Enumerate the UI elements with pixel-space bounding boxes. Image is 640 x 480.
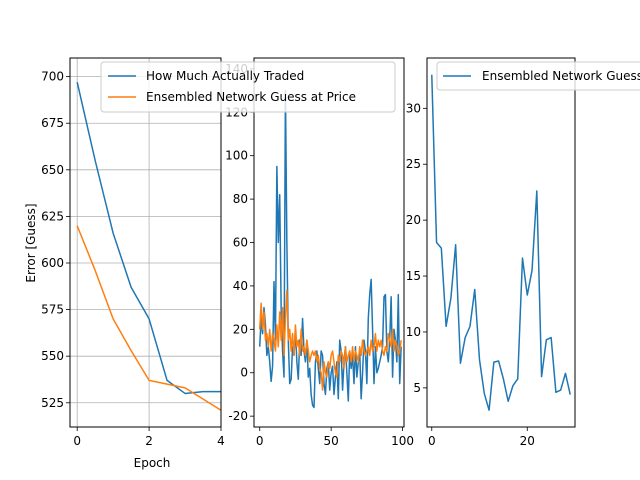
panel-3-ticks: 0 20 5 10 15 20 25 30 — [406, 101, 535, 448]
x-tick-label: 0 — [428, 434, 436, 448]
y-tick-label: 15 — [406, 269, 421, 283]
panel-1-legend-label-1: How Much Actually Traded — [146, 69, 304, 83]
y-tick-label: 625 — [41, 209, 64, 223]
x-tick-label: 20 — [520, 434, 535, 448]
x-tick-label: 0 — [73, 434, 81, 448]
series-line-1 — [258, 89, 402, 409]
series-line-2 — [76, 225, 222, 411]
panel-1-legend-box — [100, 61, 396, 113]
y-tick-label: 60 — [233, 236, 248, 250]
panel-1-legend-label-2: Ensembled Network Guess at Price — [146, 90, 356, 104]
y-tick-label: 675 — [41, 116, 64, 130]
panel-1-y-axis-title: Error [Guess] — [24, 203, 38, 282]
y-tick-label: -20 — [228, 409, 248, 423]
y-tick-label: 650 — [41, 163, 64, 177]
y-tick-label: 10 — [406, 325, 421, 339]
y-tick-label: 30 — [406, 101, 421, 115]
series-line-1 — [76, 82, 221, 395]
y-tick-label: 20 — [233, 322, 248, 336]
panel-3-legend-label-1: Ensembled Network Guess — [482, 69, 640, 83]
y-tick-label: 40 — [233, 279, 248, 293]
series-line-2 — [258, 289, 402, 391]
x-tick-label: 100 — [391, 434, 414, 448]
y-tick-label: 700 — [41, 70, 64, 84]
panel-1-ticks: 0 2 4 525 550 575 600 625 650 675 700 — [41, 70, 225, 448]
x-tick-label: 50 — [324, 434, 339, 448]
panel-3-legend-box — [436, 61, 640, 91]
y-tick-label: 80 — [233, 192, 248, 206]
panel-2-series — [258, 89, 402, 409]
panel-3-legend: Ensembled Network Guess — [436, 61, 640, 91]
panel-1-x-axis-title: Epoch — [134, 456, 171, 470]
x-tick-label: 0 — [256, 434, 264, 448]
y-tick-label: 100 — [225, 149, 248, 163]
y-tick-label: 525 — [41, 396, 64, 410]
panel-3-series — [431, 74, 571, 411]
panel-3-frame — [426, 57, 576, 428]
x-tick-label: 4 — [217, 434, 225, 448]
panel-1-series — [76, 82, 222, 411]
x-tick-label: 2 — [145, 434, 153, 448]
y-tick-label: 575 — [41, 303, 64, 317]
y-tick-label: 20 — [406, 213, 421, 227]
y-tick-label: 600 — [41, 256, 64, 270]
y-tick-label: 550 — [41, 349, 64, 363]
panel-1-legend: How Much Actually Traded Ensembled Netwo… — [100, 61, 396, 113]
y-tick-label: 25 — [406, 157, 421, 171]
y-tick-label: 5 — [413, 381, 421, 395]
chart-panel-3: 0 20 5 10 15 20 25 30 — [406, 57, 576, 448]
y-tick-label: 0 — [240, 366, 248, 380]
series-line-1 — [431, 74, 571, 411]
panel-1-frame — [69, 57, 222, 428]
